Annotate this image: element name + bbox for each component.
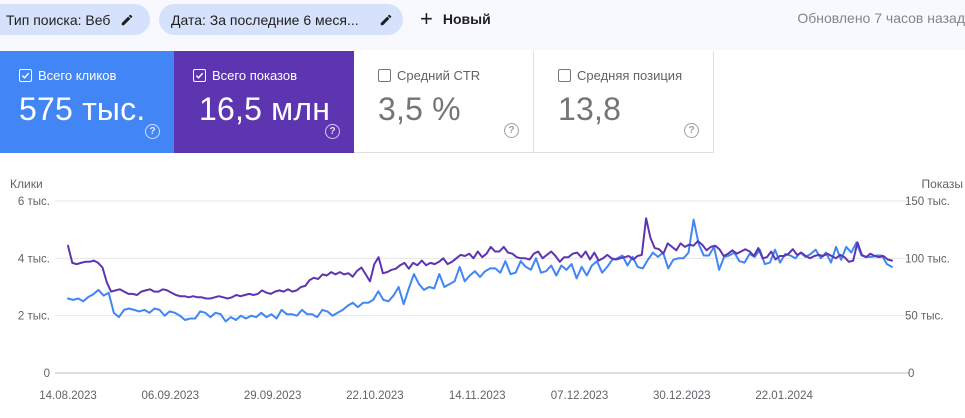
total-clicks-value: 575 тыс. <box>19 91 146 127</box>
help-icon[interactable]: ? <box>684 123 699 138</box>
average-position-label: Средняя позиция <box>577 68 683 83</box>
pencil-icon[interactable] <box>377 11 395 29</box>
help-icon[interactable]: ? <box>325 124 340 139</box>
right-axis-tick-label: 0 <box>908 368 914 380</box>
average-ctr-label: Средний CTR <box>397 68 481 83</box>
left-axis-tick-label: 0 <box>44 368 50 380</box>
x-axis-tick-label: 14.08.2023 <box>39 390 97 402</box>
left-axis-title: Клики <box>10 177 43 191</box>
pencil-icon[interactable] <box>118 11 136 29</box>
last-updated-text: Обновлено 7 часов назад <box>797 10 965 26</box>
filter-bar: Тип поиска: Веб Дата: За последние 6 мес… <box>0 0 965 50</box>
left-axis-tick-label: 2 тыс. <box>18 311 50 323</box>
checkbox-checked-icon[interactable] <box>193 69 206 82</box>
total-impressions-card[interactable]: Всего показов 16,5 млн ? <box>174 51 354 153</box>
plus-icon: + <box>420 6 433 31</box>
date-range-chip-label: Дата: За последние 6 меся... <box>171 11 359 28</box>
checkbox-unchecked-icon[interactable] <box>558 69 571 82</box>
average-ctr-header: Средний CTR <box>378 68 480 83</box>
x-axis-tick-label: 22.10.2023 <box>346 390 404 402</box>
left-axis-tick-label: 4 тыс. <box>18 253 50 265</box>
average-position-value: 13,8 <box>558 91 622 127</box>
clicks-series-line[interactable] <box>67 218 893 323</box>
right-axis-tick-label: 150 тыс. <box>905 196 950 208</box>
new-filter-button[interactable]: + Новый <box>420 6 491 32</box>
total-impressions-value: 16,5 млн <box>199 91 331 127</box>
x-axis-tick-label: 07.12.2023 <box>551 390 609 402</box>
help-icon[interactable]: ? <box>145 124 160 139</box>
x-axis-tick-label: 30.12.2023 <box>653 390 711 402</box>
total-clicks-card[interactable]: Всего кликов 575 тыс. ? <box>0 51 174 153</box>
x-axis-tick-label: 29.09.2023 <box>244 390 302 402</box>
right-axis-tick-label: 100 тыс. <box>905 253 950 265</box>
new-filter-label: Новый <box>442 11 491 27</box>
total-impressions-label: Всего показов <box>212 68 297 83</box>
impressions-series-line[interactable] <box>67 217 893 300</box>
x-axis-tick-label: 14.11.2023 <box>449 390 506 402</box>
checkbox-checked-icon[interactable] <box>19 69 32 82</box>
average-ctr-value: 3,5 % <box>378 91 461 127</box>
search-type-chip[interactable]: Тип поиска: Веб <box>0 4 150 35</box>
help-icon[interactable]: ? <box>504 123 519 138</box>
performance-chart[interactable]: Клики Показы 0 0 2 тыс. 50 тыс. 4 тыс. 100 ты… <box>0 170 965 418</box>
search-type-chip-label: Тип поиска: Веб <box>6 11 111 28</box>
x-axis-tick-label: 06.09.2023 <box>142 390 200 402</box>
right-axis-title: Показы <box>922 177 963 191</box>
total-clicks-header: Всего кликов <box>19 68 116 83</box>
average-position-card[interactable]: Средняя позиция 13,8 ? <box>534 51 714 153</box>
date-range-chip[interactable]: Дата: За последние 6 меся... <box>159 4 403 35</box>
average-ctr-card[interactable]: Средний CTR 3,5 % ? <box>354 51 534 153</box>
right-axis-tick-label: 50 тыс. <box>905 311 943 323</box>
total-clicks-label: Всего кликов <box>38 68 117 83</box>
left-axis-tick-label: 6 тыс. <box>18 196 50 208</box>
total-impressions-header: Всего показов <box>193 68 297 83</box>
x-axis-tick-label: 22.01.2024 <box>755 390 813 402</box>
performance-chart-svg: Клики Показы 0 0 2 тыс. 50 тыс. 4 тыс. 100 ты… <box>10 177 963 402</box>
checkbox-unchecked-icon[interactable] <box>378 69 391 82</box>
average-position-header: Средняя позиция <box>558 68 682 83</box>
